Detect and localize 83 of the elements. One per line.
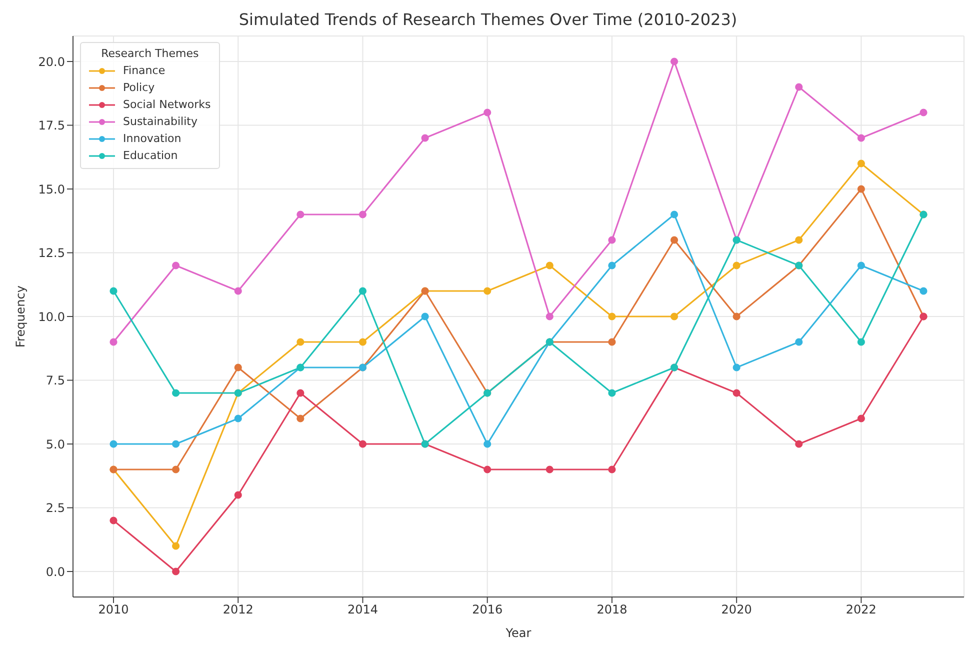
x-tick-label: 2018: [596, 602, 628, 617]
point: [358, 338, 367, 346]
y-tick-label: 17.5: [38, 118, 65, 133]
y-tick-label: 10.0: [38, 310, 65, 324]
point: [920, 287, 928, 295]
y-tick-label: 2.5: [46, 501, 65, 516]
point: [732, 312, 740, 320]
x-tick-label: 2014: [347, 602, 378, 617]
point: [172, 262, 180, 270]
point: [296, 414, 304, 422]
point: [732, 364, 740, 372]
point: [795, 338, 803, 346]
point: [234, 364, 242, 372]
point: [358, 287, 367, 295]
point: [920, 108, 928, 116]
point: [857, 185, 865, 193]
point: [857, 414, 865, 422]
point: [795, 83, 803, 91]
point: [484, 440, 492, 448]
point: [546, 262, 554, 270]
point: [857, 134, 865, 142]
x-tick-label: 2020: [721, 602, 752, 617]
point: [670, 210, 678, 218]
y-tick-label: 12.5: [38, 246, 65, 260]
legend-title: Research Themes: [100, 47, 200, 60]
point: [546, 312, 554, 320]
x-tick-label: 2022: [846, 602, 876, 617]
x-tick-label: 2012: [222, 602, 254, 617]
legend-label: Innovation: [123, 132, 182, 145]
point: [234, 287, 242, 295]
point: [110, 440, 118, 448]
point: [608, 466, 616, 474]
point: [172, 389, 180, 397]
y-axis-title: Frequency: [13, 286, 28, 348]
point: [608, 338, 616, 346]
point: [234, 414, 242, 422]
chart-title: Simulated Trends of Research Themes Over Time (2010-2023): [238, 9, 738, 31]
point: [857, 338, 865, 346]
legend-label: Social Networks: [123, 98, 211, 111]
point: [670, 312, 678, 320]
legend-label: Policy: [123, 81, 155, 94]
point: [670, 236, 678, 244]
point: [484, 287, 492, 295]
legend-label: Sustainability: [123, 115, 198, 128]
x-tick-label: 2010: [98, 602, 129, 617]
point: [484, 108, 492, 116]
point: [608, 236, 616, 244]
point: [172, 542, 180, 550]
point: [296, 210, 304, 218]
y-tick-label: 5.0: [46, 437, 65, 452]
point: [172, 440, 180, 448]
point: [795, 236, 803, 244]
point: [110, 338, 118, 346]
point: [546, 466, 554, 474]
point: [484, 466, 492, 474]
y-tick-label: 7.5: [46, 374, 65, 388]
point: [608, 389, 616, 397]
point: [608, 262, 616, 270]
y-tick-label: 0.0: [46, 564, 65, 579]
point: [732, 389, 740, 397]
point: [421, 134, 429, 142]
y-tick-label: 15.0: [38, 182, 65, 196]
point: [172, 466, 180, 474]
point: [358, 210, 367, 218]
y-tick-label: 20.0: [38, 54, 65, 69]
legend-label: Education: [123, 149, 178, 162]
point: [732, 262, 740, 270]
point: [296, 389, 304, 397]
x-tick-label: 2016: [472, 602, 503, 617]
point: [296, 338, 304, 346]
point: [358, 440, 367, 448]
legend-label: Finance: [123, 64, 166, 77]
point: [857, 160, 865, 168]
x-axis-title: Year: [504, 626, 532, 640]
point: [421, 312, 429, 320]
point: [608, 312, 616, 320]
point: [234, 491, 242, 499]
point: [670, 58, 678, 66]
point: [110, 287, 118, 295]
point: [110, 516, 118, 524]
point: [857, 262, 865, 270]
point: [172, 568, 180, 576]
point: [795, 440, 803, 448]
